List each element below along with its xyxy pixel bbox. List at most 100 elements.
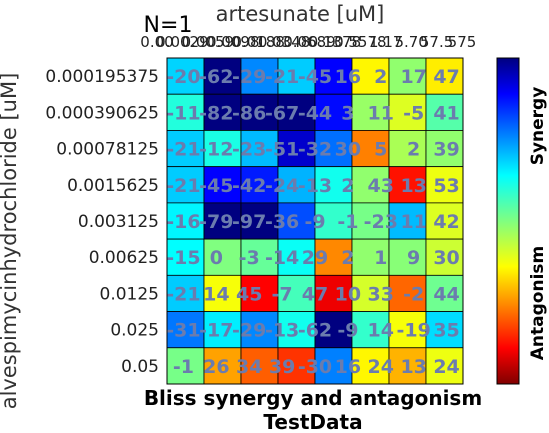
y-axis-title: alvespimycinhydrochloride [uM] bbox=[0, 73, 21, 410]
cell-value-label: -42 bbox=[232, 175, 266, 197]
cell-value-label: -51 bbox=[265, 139, 299, 161]
cell-value-label: -45 bbox=[199, 175, 233, 197]
cell-value-label: 34 bbox=[236, 356, 262, 378]
cell-value-label: -14 bbox=[265, 247, 299, 269]
heatmap-cell bbox=[240, 93, 279, 131]
heatmap-cell bbox=[351, 238, 390, 276]
heatmap-cell-labels: -20-62-29-21-45 16 2 17 47-11-82-86-67-44 3 11… bbox=[166, 66, 460, 378]
cell-value-label: -97 bbox=[232, 211, 266, 233]
heatmap-cell bbox=[388, 274, 427, 312]
heatmap-cell bbox=[166, 93, 205, 131]
cell-value-label: -29 bbox=[232, 320, 266, 342]
cell-value-label: 11 bbox=[400, 211, 426, 233]
cell-value-label: 2 bbox=[407, 139, 420, 161]
cell-value-label: 11 bbox=[368, 102, 394, 124]
heatmap-cell bbox=[388, 57, 427, 95]
cell-value-label: 24 bbox=[368, 356, 394, 378]
colorbar-label-antagonism: Antagonism bbox=[528, 246, 548, 360]
cell-value-label: 39 bbox=[269, 356, 295, 378]
y-tick-label: 0.003125 bbox=[78, 212, 159, 232]
x-tick-label: 0.1378 bbox=[309, 33, 362, 51]
cell-value-label: 24 bbox=[433, 356, 459, 378]
cell-value-label: 14 bbox=[203, 283, 229, 305]
heatmap-cell bbox=[351, 311, 390, 349]
x-tick-label: 0.0188 bbox=[232, 33, 285, 51]
x-tick-label: 0.0348 bbox=[258, 33, 311, 51]
heatmap-cell bbox=[351, 166, 390, 204]
cell-value-label: 35 bbox=[433, 320, 459, 342]
heatmap-cell bbox=[388, 93, 427, 131]
heatmap-cell bbox=[240, 166, 279, 204]
cell-value-label: 45 bbox=[236, 283, 262, 305]
cell-value-label: -23 bbox=[232, 139, 266, 161]
cell-value-label: -19 bbox=[397, 320, 431, 342]
cell-value-label: 9 bbox=[407, 247, 420, 269]
heatmap-cell bbox=[351, 57, 390, 95]
heatmap-cell bbox=[425, 347, 464, 385]
cell-value-label: 13 bbox=[400, 175, 426, 197]
heatmap-cell bbox=[203, 130, 242, 168]
cell-value-label: 43 bbox=[368, 175, 394, 197]
cell-value-label: -44 bbox=[298, 102, 332, 124]
cell-value-label: 39 bbox=[433, 139, 459, 161]
heatmap-cell bbox=[425, 274, 464, 312]
cell-value-label: 0 bbox=[210, 247, 223, 269]
cell-value-label: -16 bbox=[166, 211, 200, 233]
cell-value-label: -32 bbox=[298, 139, 332, 161]
heatmap-cell bbox=[425, 238, 464, 276]
cell-value-label: 2 bbox=[341, 247, 354, 269]
cell-value-label: -45 bbox=[298, 66, 332, 88]
cell-value-label: -17 bbox=[199, 320, 233, 342]
heatmap-cell bbox=[314, 274, 353, 312]
cell-value-label: -9 bbox=[304, 211, 325, 233]
chart-title-line-2: TestData bbox=[263, 410, 362, 433]
heatmap-cell bbox=[203, 202, 242, 240]
x-tick-label: 0.5578 bbox=[334, 33, 387, 51]
cell-value-label: -21 bbox=[166, 139, 200, 161]
cell-value-label: 47 bbox=[302, 283, 328, 305]
cell-value-label: -7 bbox=[272, 283, 293, 305]
heatmap-cell bbox=[277, 347, 316, 385]
y-tick-label: 0.0015625 bbox=[67, 176, 159, 196]
heatmap-cell bbox=[277, 202, 316, 240]
cell-value-label: -3 bbox=[239, 247, 260, 269]
cell-value-label: -1 bbox=[173, 356, 194, 378]
y-tick-label: 0.05 bbox=[121, 357, 159, 377]
cell-value-label: -31 bbox=[166, 320, 200, 342]
cell-value-label: -62 bbox=[298, 320, 332, 342]
x-tick-label: 0.0098 bbox=[207, 33, 260, 51]
x-tick-label: 0.00 bbox=[140, 33, 173, 51]
heatmap-cell bbox=[166, 166, 205, 204]
heatmap-cell bbox=[314, 347, 353, 385]
heatmap-cell bbox=[425, 93, 464, 131]
heatmap-cell bbox=[425, 130, 464, 168]
colorbar bbox=[496, 57, 520, 385]
cell-value-label: 26 bbox=[203, 356, 229, 378]
y-tick-label: 0.00078125 bbox=[56, 140, 159, 160]
x-tick-label: 1.17 bbox=[369, 33, 402, 51]
cell-value-label: 33 bbox=[368, 283, 394, 305]
cell-value-label: 17 bbox=[400, 66, 426, 88]
cell-value-label: 10 bbox=[335, 283, 361, 305]
heatmap-cell bbox=[314, 202, 353, 240]
cell-value-label: -62 bbox=[199, 66, 233, 88]
cell-value-label: 53 bbox=[433, 175, 459, 197]
cell-value-label: 41 bbox=[433, 102, 459, 124]
cell-value-label: -30 bbox=[298, 356, 332, 378]
cell-value-label: 16 bbox=[335, 66, 361, 88]
x-tick-label: 0.0059 bbox=[182, 33, 235, 51]
cell-value-label: -12 bbox=[199, 139, 233, 161]
heatmap-cell bbox=[240, 202, 279, 240]
annotation-n: N=1 bbox=[144, 13, 193, 38]
heatmap-cell bbox=[277, 57, 316, 95]
cell-value-label: -29 bbox=[232, 66, 266, 88]
colorbar-label-synergy: Synergy bbox=[528, 87, 548, 166]
heatmap-cell bbox=[240, 238, 279, 276]
cell-value-label: -13 bbox=[265, 320, 299, 342]
cell-value-label: 16 bbox=[335, 356, 361, 378]
y-tick-label: 0.000390625 bbox=[45, 103, 159, 123]
y-tick-label: 0.025 bbox=[110, 321, 159, 341]
heatmap-cell bbox=[203, 93, 242, 131]
heatmap-cell bbox=[314, 311, 353, 349]
